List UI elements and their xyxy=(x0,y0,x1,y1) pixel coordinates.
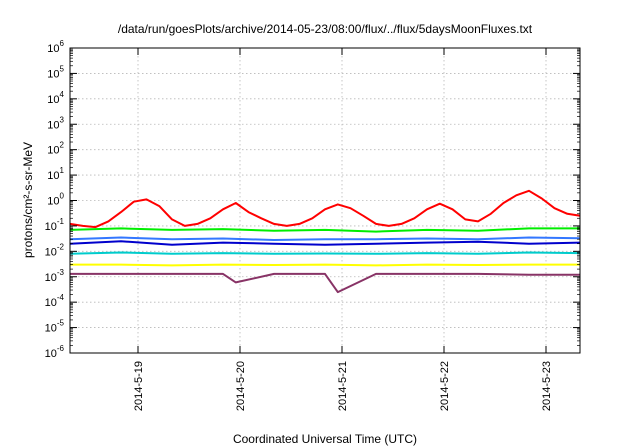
x-tick-label: 2014-5-19 xyxy=(133,361,145,411)
series-line-1 xyxy=(69,189,581,229)
series-line-5 xyxy=(69,251,581,255)
x-tick-label: 2014-5-23 xyxy=(541,361,553,411)
ticks xyxy=(70,47,580,354)
series-group xyxy=(69,189,581,294)
tick-labels: 10-6 10-5 10-4 10-3 10-2 10-1 100 101 102 103 104 1… xyxy=(45,39,553,411)
y-tick-label: 101 xyxy=(47,166,64,182)
y-tick-label: 10-3 xyxy=(45,268,65,284)
y-axis-label: protons/cm²-s-sr-MeV xyxy=(21,142,35,258)
y-tick-label: 104 xyxy=(47,90,64,106)
y-tick-label: 100 xyxy=(47,192,64,208)
series-line-6 xyxy=(70,263,580,267)
x-tick-label: 2014-5-20 xyxy=(235,361,247,411)
y-tick-label: 105 xyxy=(47,64,64,80)
y-tick-label: 102 xyxy=(47,141,64,157)
series-line-7 xyxy=(70,272,580,294)
x-tick-label: 2014-5-22 xyxy=(439,361,451,411)
y-tick-label: 103 xyxy=(47,115,64,131)
y-tick-label: 106 xyxy=(47,39,64,55)
y-tick-label: 10-2 xyxy=(45,242,65,258)
y-tick-label: 10-6 xyxy=(45,344,65,360)
x-axis-label: Coordinated Universal Time (UTC) xyxy=(233,432,417,446)
y-tick-label: 10-4 xyxy=(45,293,65,309)
y-tick-label: 10-5 xyxy=(45,319,65,335)
chart-title: /data/run/goesPlots/archive/2014-05-23/0… xyxy=(118,22,533,36)
series-line-3 xyxy=(69,240,581,246)
y-tick-label: 10-1 xyxy=(45,217,65,233)
series-line-2 xyxy=(69,227,580,233)
x-tick-label: 2014-5-21 xyxy=(337,361,349,411)
series-line-4 xyxy=(69,236,581,241)
